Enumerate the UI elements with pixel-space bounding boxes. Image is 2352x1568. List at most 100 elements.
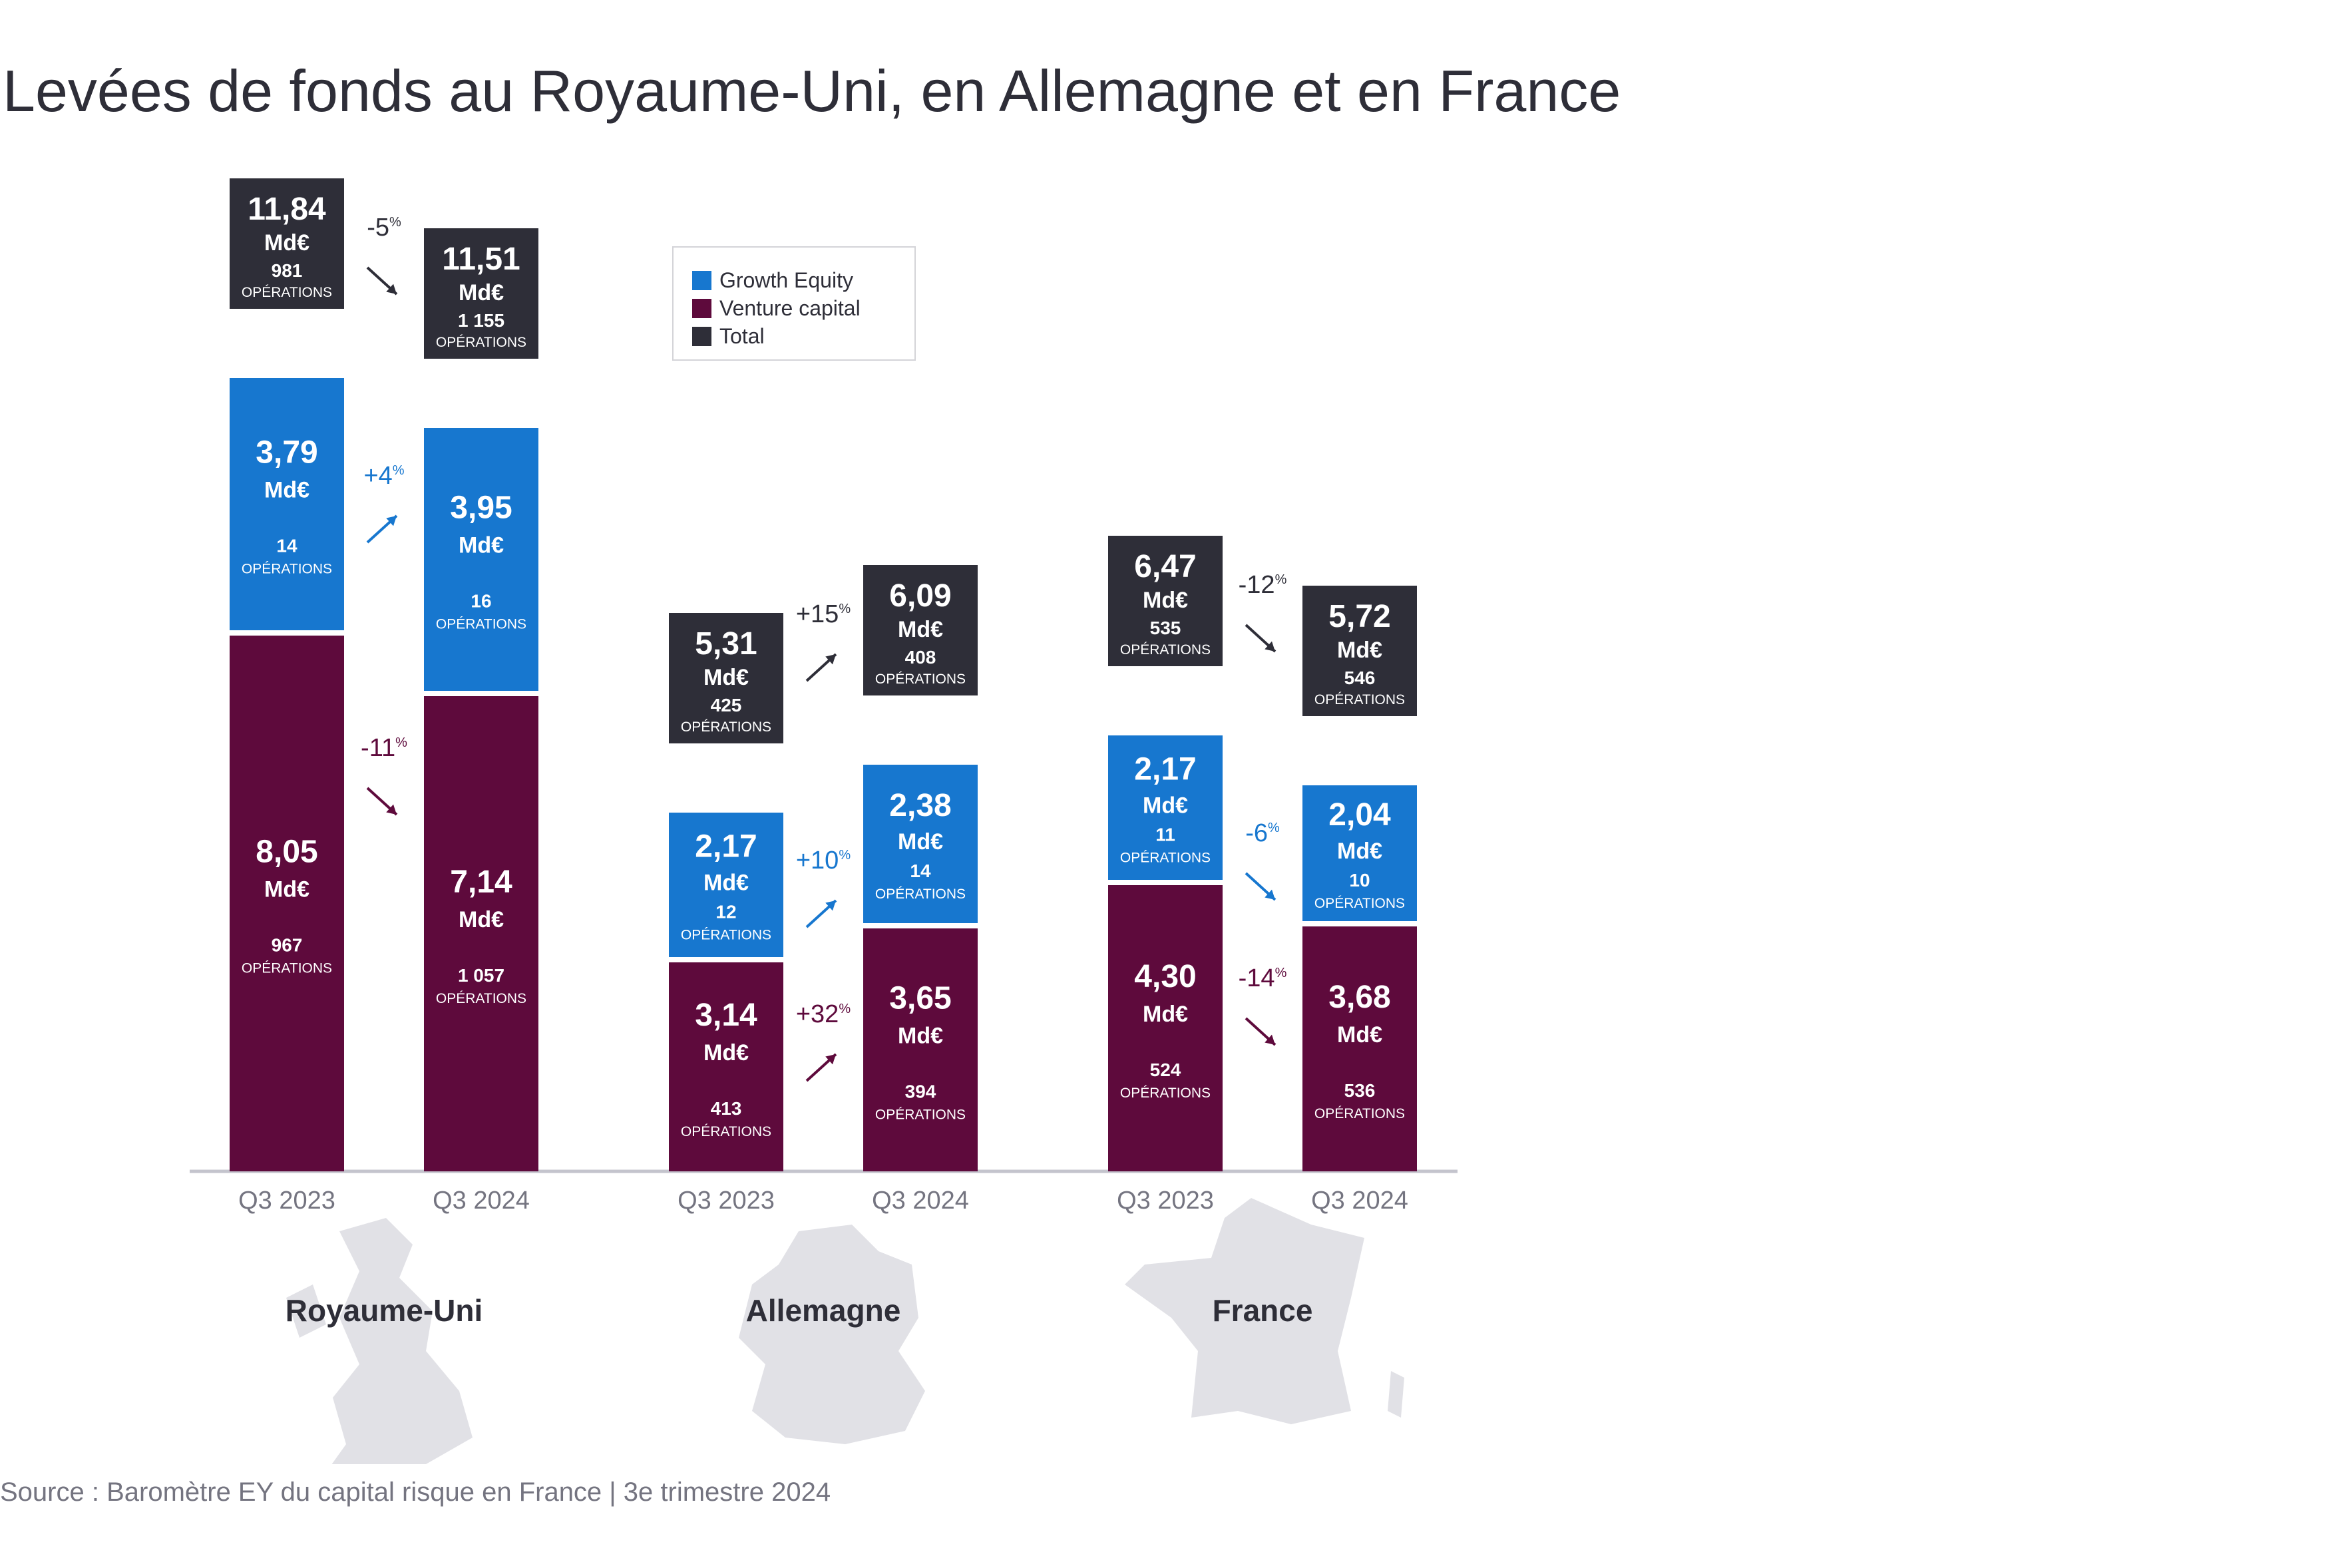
france-q3-2024-venture-unit-label: Md€	[1337, 1022, 1382, 1048]
royaume-uni-q3-2024-growth-ops-count: 16	[471, 591, 491, 612]
france-q3-2024-growth-ops-label: OPÉRATIONS	[1314, 896, 1405, 911]
france-q3-2024-tick-label: Q3 2024	[1311, 1187, 1408, 1215]
allemagne-q3-2023-growth-value-label: 2,17	[695, 829, 757, 865]
allemagne-venture-change-label: +32%	[796, 1000, 851, 1028]
royaume-uni-q3-2024-venture-value-label: 7,14	[450, 865, 512, 900]
legend-item-total: Total	[692, 322, 914, 350]
royaume-uni-q3-2024-growth-ops-label: OPÉRATIONS	[436, 617, 526, 632]
royaume-uni-q3-2024-total-ops-count: 1 155	[458, 310, 504, 331]
france-q3-2023-venture-bar	[1108, 885, 1223, 1171]
royaume-uni-q3-2024-total-value-label: 11,51	[442, 242, 520, 277]
allemagne-q3-2024-growth-ops-label: OPÉRATIONS	[875, 886, 966, 902]
royaume-uni-q3-2023-venture-ops-label: OPÉRATIONS	[242, 961, 332, 976]
allemagne-growth-change-label: +10%	[796, 847, 851, 875]
royaume-uni-q3-2023-growth-ops-label: OPÉRATIONS	[242, 562, 332, 577]
legend-item-growth-equity: Growth Equity	[692, 266, 914, 294]
royaume-uni-q3-2023-growth-unit-label: Md€	[264, 478, 309, 503]
allemagne-q3-2023-growth-ops-label: OPÉRATIONS	[681, 928, 771, 943]
allemagne-q3-2024-growth-unit-label: Md€	[898, 829, 943, 855]
allemagne-q3-2024-venture-unit-label: Md€	[898, 1024, 943, 1049]
legend-item-venture-capital: Venture capital	[692, 294, 914, 322]
legend-label-growth-equity: Growth Equity	[719, 268, 853, 293]
royaume-uni-q3-2023-total-unit-label: Md€	[264, 230, 309, 256]
allemagne-q3-2023-growth-unit-label: Md€	[703, 871, 749, 896]
royaume-uni-country-label: Royaume-Uni	[286, 1293, 483, 1328]
allemagne-q3-2023-venture-ops-count: 413	[711, 1098, 742, 1119]
allemagne-country-label: Allemagne	[746, 1293, 901, 1328]
source-note: Source : Baromètre EY du capital risque …	[0, 1477, 831, 1507]
allemagne-q3-2024-total-ops-label: OPÉRATIONS	[875, 672, 966, 687]
france-q3-2024-venture-bar	[1302, 926, 1417, 1171]
france-q3-2023-total-ops-count: 535	[1150, 618, 1181, 638]
allemagne-q3-2023-total-unit-label: Md€	[703, 665, 749, 690]
allemagne-q3-2023-total-ops-count: 425	[711, 695, 742, 715]
allemagne-q3-2024-growth-value-label: 2,38	[889, 788, 951, 823]
royaume-uni-q3-2024-venture-ops-count: 1 057	[458, 965, 504, 986]
france-q3-2023-venture-ops-count: 524	[1150, 1060, 1181, 1080]
royaume-uni-q3-2023-venture-ops-count: 967	[272, 935, 303, 956]
france-q3-2024-growth-value-label: 2,04	[1328, 797, 1391, 833]
royaume-uni-q3-2024-growth-value-label: 3,95	[450, 490, 512, 526]
royaume-uni-q3-2023-venture-value-label: 8,05	[256, 835, 317, 870]
france-q3-2023-venture-value-label: 4,30	[1134, 959, 1196, 994]
royaume-uni-q3-2024-venture-bar	[424, 696, 538, 1171]
royaume-uni-q3-2024-venture-unit-label: Md€	[459, 907, 504, 932]
royaume-uni-q3-2023-growth-ops-count: 14	[276, 536, 297, 556]
royaume-uni-q3-2023-growth-bar	[230, 378, 344, 630]
france-q3-2023-growth-ops-label: OPÉRATIONS	[1120, 851, 1211, 866]
allemagne-q3-2023-tick-label: Q3 2023	[678, 1187, 775, 1215]
royaume-uni-q3-2023-total-value-label: 11,84	[248, 192, 326, 227]
legend-label-venture-capital: Venture capital	[719, 296, 861, 321]
france-q3-2023-venture-ops-label: OPÉRATIONS	[1120, 1085, 1211, 1101]
allemagne-q3-2023-total-value-label: 5,31	[695, 626, 757, 662]
royaume-uni-q3-2024-tick-label: Q3 2024	[433, 1187, 530, 1215]
allemagne-q3-2023-venture-bar	[669, 962, 783, 1171]
royaume-uni-q3-2023-venture-bar	[230, 636, 344, 1171]
legend-label-total: Total	[719, 324, 765, 349]
allemagne-q3-2024-venture-value-label: 3,65	[889, 981, 951, 1016]
allemagne-q3-2024-venture-ops-count: 394	[905, 1081, 936, 1102]
legend-swatch-growth-equity	[692, 271, 711, 290]
allemagne-q3-2023-venture-value-label: 3,14	[695, 998, 757, 1033]
royaume-uni-total-change-label: -5%	[367, 214, 401, 242]
royaume-uni-q3-2024-total-ops-label: OPÉRATIONS	[436, 335, 526, 350]
royaume-uni-q3-2023-total-ops-label: OPÉRATIONS	[242, 285, 332, 300]
france-q3-2024-venture-ops-count: 536	[1344, 1080, 1376, 1101]
royaume-uni-venture-change-label: -11%	[361, 734, 407, 762]
allemagne-total-change-label: +15%	[796, 600, 851, 628]
france-q3-2024-growth-ops-count: 10	[1349, 870, 1370, 890]
legend-swatch-total	[692, 327, 711, 346]
royaume-uni-q3-2024-venture-ops-label: OPÉRATIONS	[436, 991, 526, 1006]
royaume-uni-q3-2023-venture-unit-label: Md€	[264, 877, 309, 902]
royaume-uni-growth-change-label: +4%	[363, 462, 404, 490]
royaume-uni-q3-2024-growth-unit-label: Md€	[459, 533, 504, 558]
royaume-uni-q3-2023-total-ops-count: 981	[272, 260, 303, 281]
legend-swatch-venture-capital	[692, 299, 711, 318]
france-q3-2024-venture-ops-label: OPÉRATIONS	[1314, 1106, 1405, 1121]
bar-chart: 8,05 Md€ 967 OPÉRATIONS 3,79 Md€ 14 OPÉRATIONS 1…	[0, 0, 2352, 1464]
allemagne-q3-2024-venture-ops-label: OPÉRATIONS	[875, 1107, 966, 1123]
france-q3-2024-total-ops-count: 546	[1344, 668, 1376, 688]
france-q3-2023-tick-label: Q3 2023	[1117, 1187, 1214, 1215]
uk-map-icon	[286, 1218, 473, 1464]
france-q3-2024-venture-value-label: 3,68	[1328, 980, 1390, 1015]
france-total-change-label: -12%	[1239, 571, 1287, 599]
allemagne-q3-2024-total-value-label: 6,09	[889, 578, 951, 614]
allemagne-q3-2024-tick-label: Q3 2024	[872, 1187, 969, 1215]
france-q3-2023-growth-ops-count: 11	[1155, 825, 1175, 845]
france-growth-change-label: -6%	[1245, 819, 1280, 847]
allemagne-q3-2023-total-ops-label: OPÉRATIONS	[681, 719, 771, 735]
royaume-uni-q3-2023-growth-value-label: 3,79	[256, 435, 317, 471]
germany-map-icon	[739, 1225, 925, 1444]
royaume-uni-q3-2024-total-unit-label: Md€	[459, 280, 504, 305]
france-venture-change-label: -14%	[1239, 964, 1287, 992]
france-q3-2023-growth-value-label: 2,17	[1134, 752, 1196, 787]
france-q3-2024-total-unit-label: Md€	[1337, 638, 1382, 663]
france-q3-2023-total-ops-label: OPÉRATIONS	[1120, 642, 1211, 658]
allemagne-q3-2024-total-unit-label: Md€	[898, 617, 943, 642]
allemagne-q3-2023-growth-ops-count: 12	[715, 902, 736, 922]
france-q3-2024-growth-unit-label: Md€	[1337, 839, 1382, 864]
allemagne-q3-2023-venture-unit-label: Md€	[703, 1040, 749, 1066]
allemagne-q3-2023-venture-ops-label: OPÉRATIONS	[681, 1124, 771, 1139]
royaume-uni-q3-2023-tick-label: Q3 2023	[238, 1187, 335, 1215]
